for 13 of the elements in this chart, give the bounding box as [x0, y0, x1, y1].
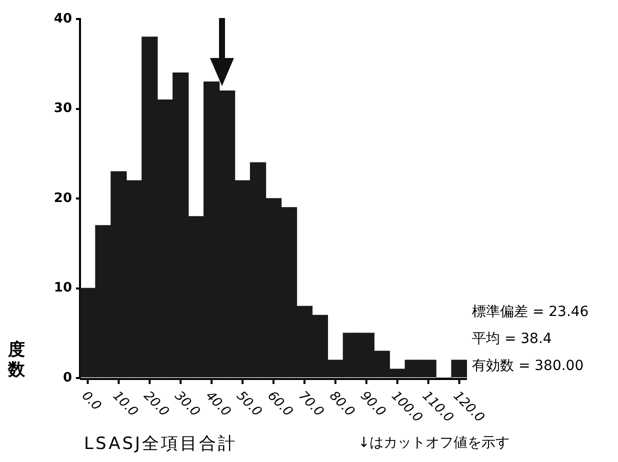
y-tick-label: 30 [54, 101, 72, 116]
y-tick-label: 20 [54, 190, 72, 206]
x-axis-title: LSASJ全項目合計 [84, 433, 238, 455]
x-tick-label: 40.0 [202, 388, 234, 420]
y-axis-title: 度数 [8, 340, 26, 380]
text: 平均 = 38.4 [472, 330, 552, 348]
text: 有効数 = 380.00 [472, 357, 584, 375]
y-tick-label: 10 [54, 280, 72, 296]
y-tick-label: 0 [62, 370, 72, 386]
y-tick-label: 40 [54, 11, 72, 26]
text: 標準偏差 = 23.46 [472, 303, 589, 321]
text: ↓はカットオフ値を示す [358, 434, 510, 452]
x-tick-label: 0.0 [78, 388, 104, 414]
